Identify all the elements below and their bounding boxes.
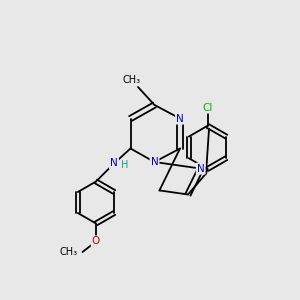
Text: N: N xyxy=(197,164,205,174)
Text: N: N xyxy=(110,158,118,169)
Text: Cl: Cl xyxy=(202,103,213,113)
Text: O: O xyxy=(92,236,100,247)
Text: N: N xyxy=(151,157,158,167)
Text: CH₃: CH₃ xyxy=(60,247,78,257)
Text: N: N xyxy=(176,113,184,124)
Text: CH₃: CH₃ xyxy=(123,75,141,85)
Text: H: H xyxy=(121,160,128,170)
